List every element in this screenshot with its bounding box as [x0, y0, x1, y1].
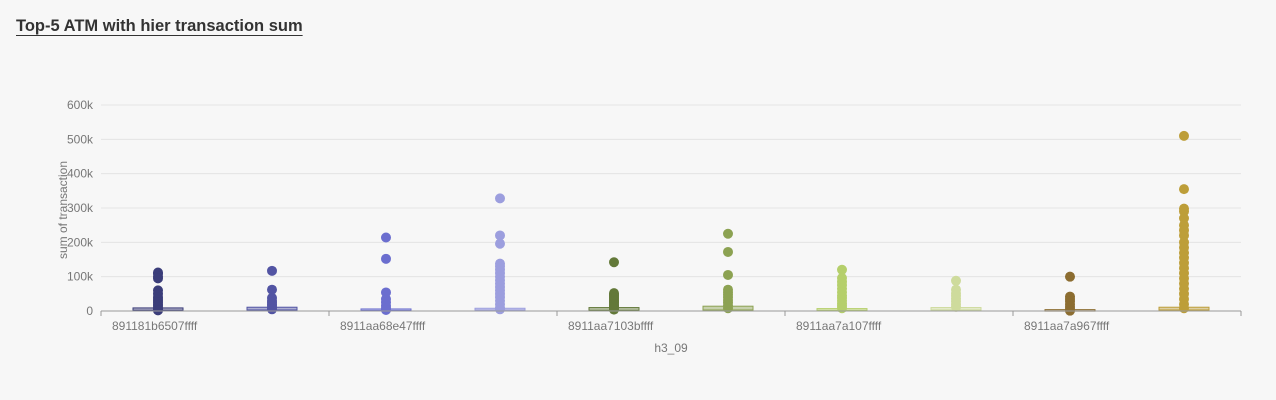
y-tick-label: 500k: [67, 132, 94, 146]
data-point: [267, 265, 277, 276]
data-point: [609, 304, 619, 315]
y-tick-label: 100k: [67, 270, 94, 284]
x-tick-label: 8911aa7a967ffff: [1024, 319, 1110, 333]
data-point: [1179, 130, 1189, 141]
data-point: [1179, 303, 1189, 314]
axes: h3_09 sum of transaction 0 100k 200k 300k 40…: [56, 98, 1242, 355]
x-tick-label: 891181b6507ffff: [112, 319, 198, 333]
x-tick-label: 8911aa7a107ffff: [796, 319, 882, 333]
data-point: [381, 253, 391, 264]
data-point: [1179, 184, 1189, 195]
data-point: [495, 230, 505, 241]
data-point: [609, 257, 619, 268]
data-point: [1065, 271, 1075, 282]
data-point: [495, 304, 505, 315]
data-point: [495, 193, 505, 204]
data-point: [267, 304, 277, 315]
data-point: [723, 269, 733, 280]
data-point: [381, 232, 391, 243]
data-point: [837, 264, 847, 275]
data-point: [267, 284, 277, 295]
data-point: [723, 228, 733, 239]
chart-marks: [132, 130, 1210, 316]
y-axis-title: sum of transaction: [56, 161, 70, 259]
data-point: [495, 238, 505, 249]
x-tick-label: 8911aa7103bffff: [568, 319, 654, 333]
y-tick-label: 600k: [67, 98, 94, 112]
data-point: [837, 303, 847, 314]
data-point: [951, 301, 961, 312]
data-point: [153, 273, 163, 284]
y-tick-label: 400k: [67, 167, 94, 181]
x-tick-label: 8911aa68e47ffff: [340, 319, 426, 333]
y-tick-label: 300k: [67, 201, 94, 215]
data-point: [381, 304, 391, 315]
chart-title: Top-5 ATM with hier transaction sum: [16, 17, 303, 35]
y-tick-label: 200k: [67, 235, 94, 249]
data-point: [153, 305, 163, 316]
data-point: [1179, 206, 1189, 217]
gridlines: [101, 104, 1241, 278]
x-axis-title: h3_09: [654, 341, 688, 355]
data-point: [1179, 213, 1189, 224]
data-point: [1179, 230, 1189, 241]
data-point: [723, 246, 733, 257]
data-point: [723, 303, 733, 314]
y-tick-label: 0: [86, 304, 93, 318]
data-point: [951, 275, 961, 286]
